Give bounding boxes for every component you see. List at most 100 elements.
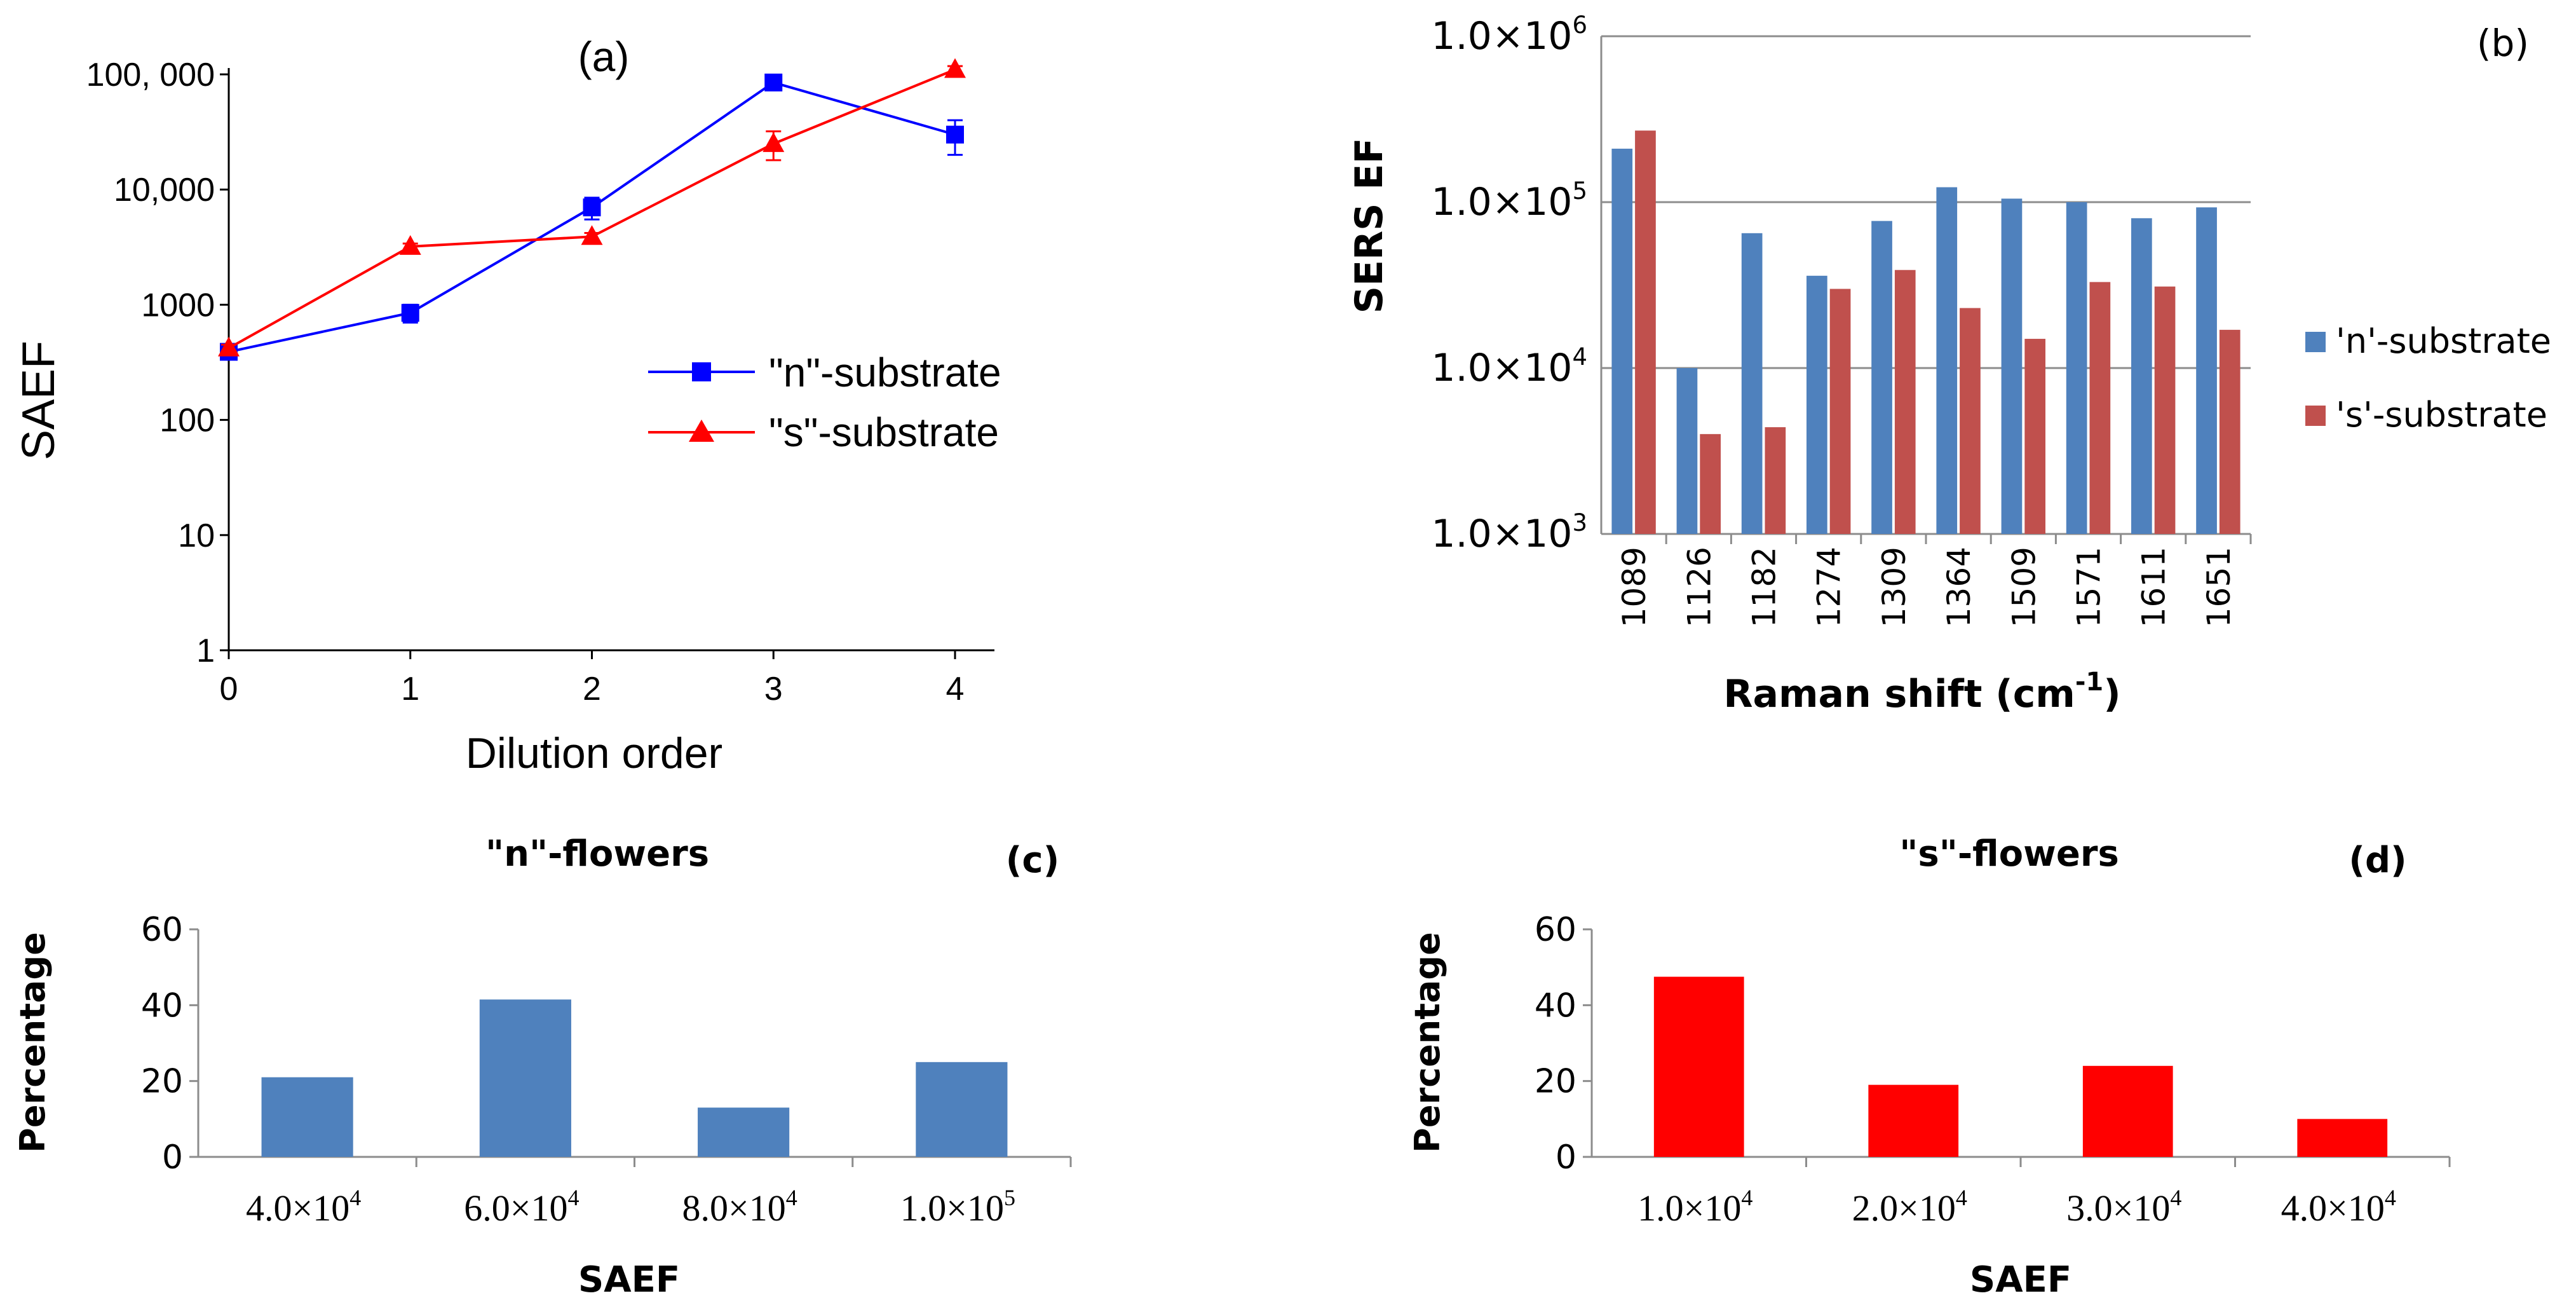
bar-n-1651 — [2196, 207, 2217, 534]
x-tick-label: 1509 — [2005, 547, 2042, 627]
x-tick-label: 1364 — [1941, 547, 1977, 627]
x-tick-label: 8.0×104 — [682, 1185, 797, 1229]
bar-s-1126 — [1700, 434, 1721, 534]
bar-n-1182 — [1741, 233, 1763, 534]
bar-3 — [916, 1062, 1008, 1157]
bar-n-1089 — [1611, 148, 1633, 534]
x-tick-label-exp: 4 — [1741, 1185, 1752, 1210]
y-tick-label: 1.0×104 — [1431, 343, 1587, 390]
x-tick-label-exp: 4 — [786, 1185, 797, 1210]
bar-n-1364 — [1936, 187, 1958, 534]
x-tick-label: 3.0×104 — [2066, 1185, 2181, 1229]
y-tick-label: 10 — [178, 517, 215, 554]
panel-b-y-axis-label: SERS EF — [1347, 138, 1392, 313]
x-tick-label-base: 4.0×10 — [2281, 1187, 2385, 1229]
data-point-s — [581, 225, 603, 245]
x-tick-label: 4.0×104 — [246, 1185, 361, 1229]
x-tick-label: 1 — [401, 671, 419, 707]
x-tick-label: 1611 — [2136, 547, 2173, 627]
data-point-n — [946, 125, 964, 144]
y-tick-label-base: 1.0×10 — [1431, 512, 1572, 556]
bar-s-1651 — [2219, 329, 2240, 534]
legend-s-marker — [689, 420, 714, 442]
panel-a-legend: "n"-substrate "s"-substrate — [648, 350, 1001, 455]
bar-n-1274 — [1806, 275, 1827, 534]
x-tick-label-exp: 4 — [567, 1185, 579, 1210]
bar-3 — [2297, 1119, 2388, 1157]
panel-c-label: (c) — [1006, 840, 1059, 881]
bar-n-1571 — [2066, 202, 2087, 534]
legend-n-swatch — [2305, 332, 2326, 352]
x-tick-label: 4 — [946, 671, 965, 707]
panel-b-legend: 'n'-substrate 's'-substrate — [2305, 321, 2551, 435]
panel-a-series — [218, 58, 966, 361]
y-tick-label: 1.0×106 — [1431, 11, 1587, 58]
bar-n-1126 — [1676, 368, 1698, 534]
bar-s-1509 — [2024, 339, 2046, 534]
panel-a-label: (a) — [578, 33, 630, 80]
bar-0 — [1653, 976, 1744, 1157]
legend-s-swatch — [2305, 406, 2326, 426]
y-tick-label: 20 — [1535, 1063, 1576, 1101]
x-tick-label-exp: 5 — [1004, 1185, 1015, 1210]
y-tick-label-base: 1.0×10 — [1431, 346, 1572, 390]
x-tick-label: 1651 — [2200, 547, 2237, 627]
x-tick-label: 1.0×104 — [1637, 1185, 1752, 1229]
panel-c-bars — [261, 999, 1008, 1157]
panel-c-y-axis-label: Percentage — [13, 932, 53, 1152]
data-point-s — [944, 58, 966, 78]
x-tick-label-base: 2.0×10 — [1852, 1187, 1956, 1229]
x-tick-label: 6.0×104 — [464, 1185, 579, 1229]
panel-a-x-axis-label: Dilution order — [466, 729, 722, 777]
x-tick-label: 4.0×104 — [2281, 1185, 2396, 1229]
bar-n-1611 — [2131, 218, 2152, 534]
x-tick-label-exp: 4 — [1956, 1185, 1967, 1210]
data-point-s — [218, 336, 240, 357]
x-tick-label-base: 4.0×10 — [246, 1187, 349, 1229]
data-point-s — [399, 235, 421, 255]
legend-s-label: "s"-substrate — [769, 409, 999, 455]
y-tick-label: 60 — [1535, 911, 1576, 949]
bar-s-1364 — [1960, 308, 1981, 534]
y-tick-label: 1.0×103 — [1431, 509, 1587, 556]
legend-n-label: 'n'-substrate — [2336, 321, 2551, 361]
data-point-n — [401, 304, 419, 322]
y-tick-label-exp: 6 — [1572, 11, 1587, 39]
y-tick-label: 1 — [196, 632, 215, 669]
bar-s-1571 — [2089, 282, 2111, 534]
bar-s-1182 — [1765, 427, 1786, 534]
y-tick-label: 1.0×105 — [1431, 177, 1587, 224]
x-tick-label-exp: 4 — [2385, 1185, 2396, 1210]
x-tick-label: 1274 — [1811, 547, 1848, 627]
y-tick-label-exp: 4 — [1572, 343, 1587, 371]
y-tick-label: 40 — [141, 987, 183, 1025]
bar-s-1089 — [1635, 130, 1656, 534]
x-tick-label: 1309 — [1876, 547, 1913, 627]
data-point-s — [763, 132, 785, 153]
x-tick-label-base: 3.0×10 — [2066, 1187, 2170, 1229]
y-tick-label: 100 — [159, 402, 215, 439]
panel-b-x-axis-label: Raman shift (cm-1) — [1723, 667, 2120, 716]
y-tick-label-exp: 3 — [1572, 509, 1587, 536]
bar-2 — [698, 1107, 790, 1157]
bar-1 — [479, 999, 571, 1157]
y-tick-label: 1000 — [141, 287, 215, 324]
y-tick-label-base: 1.0×10 — [1431, 180, 1572, 224]
bar-0 — [261, 1077, 353, 1157]
y-tick-label: 40 — [1535, 987, 1576, 1025]
x-tick-label-base: 1.0×10 — [1637, 1187, 1741, 1229]
x-tick-label: 2 — [583, 671, 601, 707]
x-tick-label: 3 — [764, 671, 783, 707]
bar-n-1509 — [2001, 198, 2023, 534]
panel-d-x-axis-label: SAEF — [1970, 1259, 2071, 1301]
bar-2 — [2082, 1065, 2173, 1157]
x-tick-label-base: 8.0×10 — [682, 1187, 786, 1229]
legend-n-marker — [692, 362, 711, 381]
y-tick-label: 10,000 — [114, 172, 215, 208]
